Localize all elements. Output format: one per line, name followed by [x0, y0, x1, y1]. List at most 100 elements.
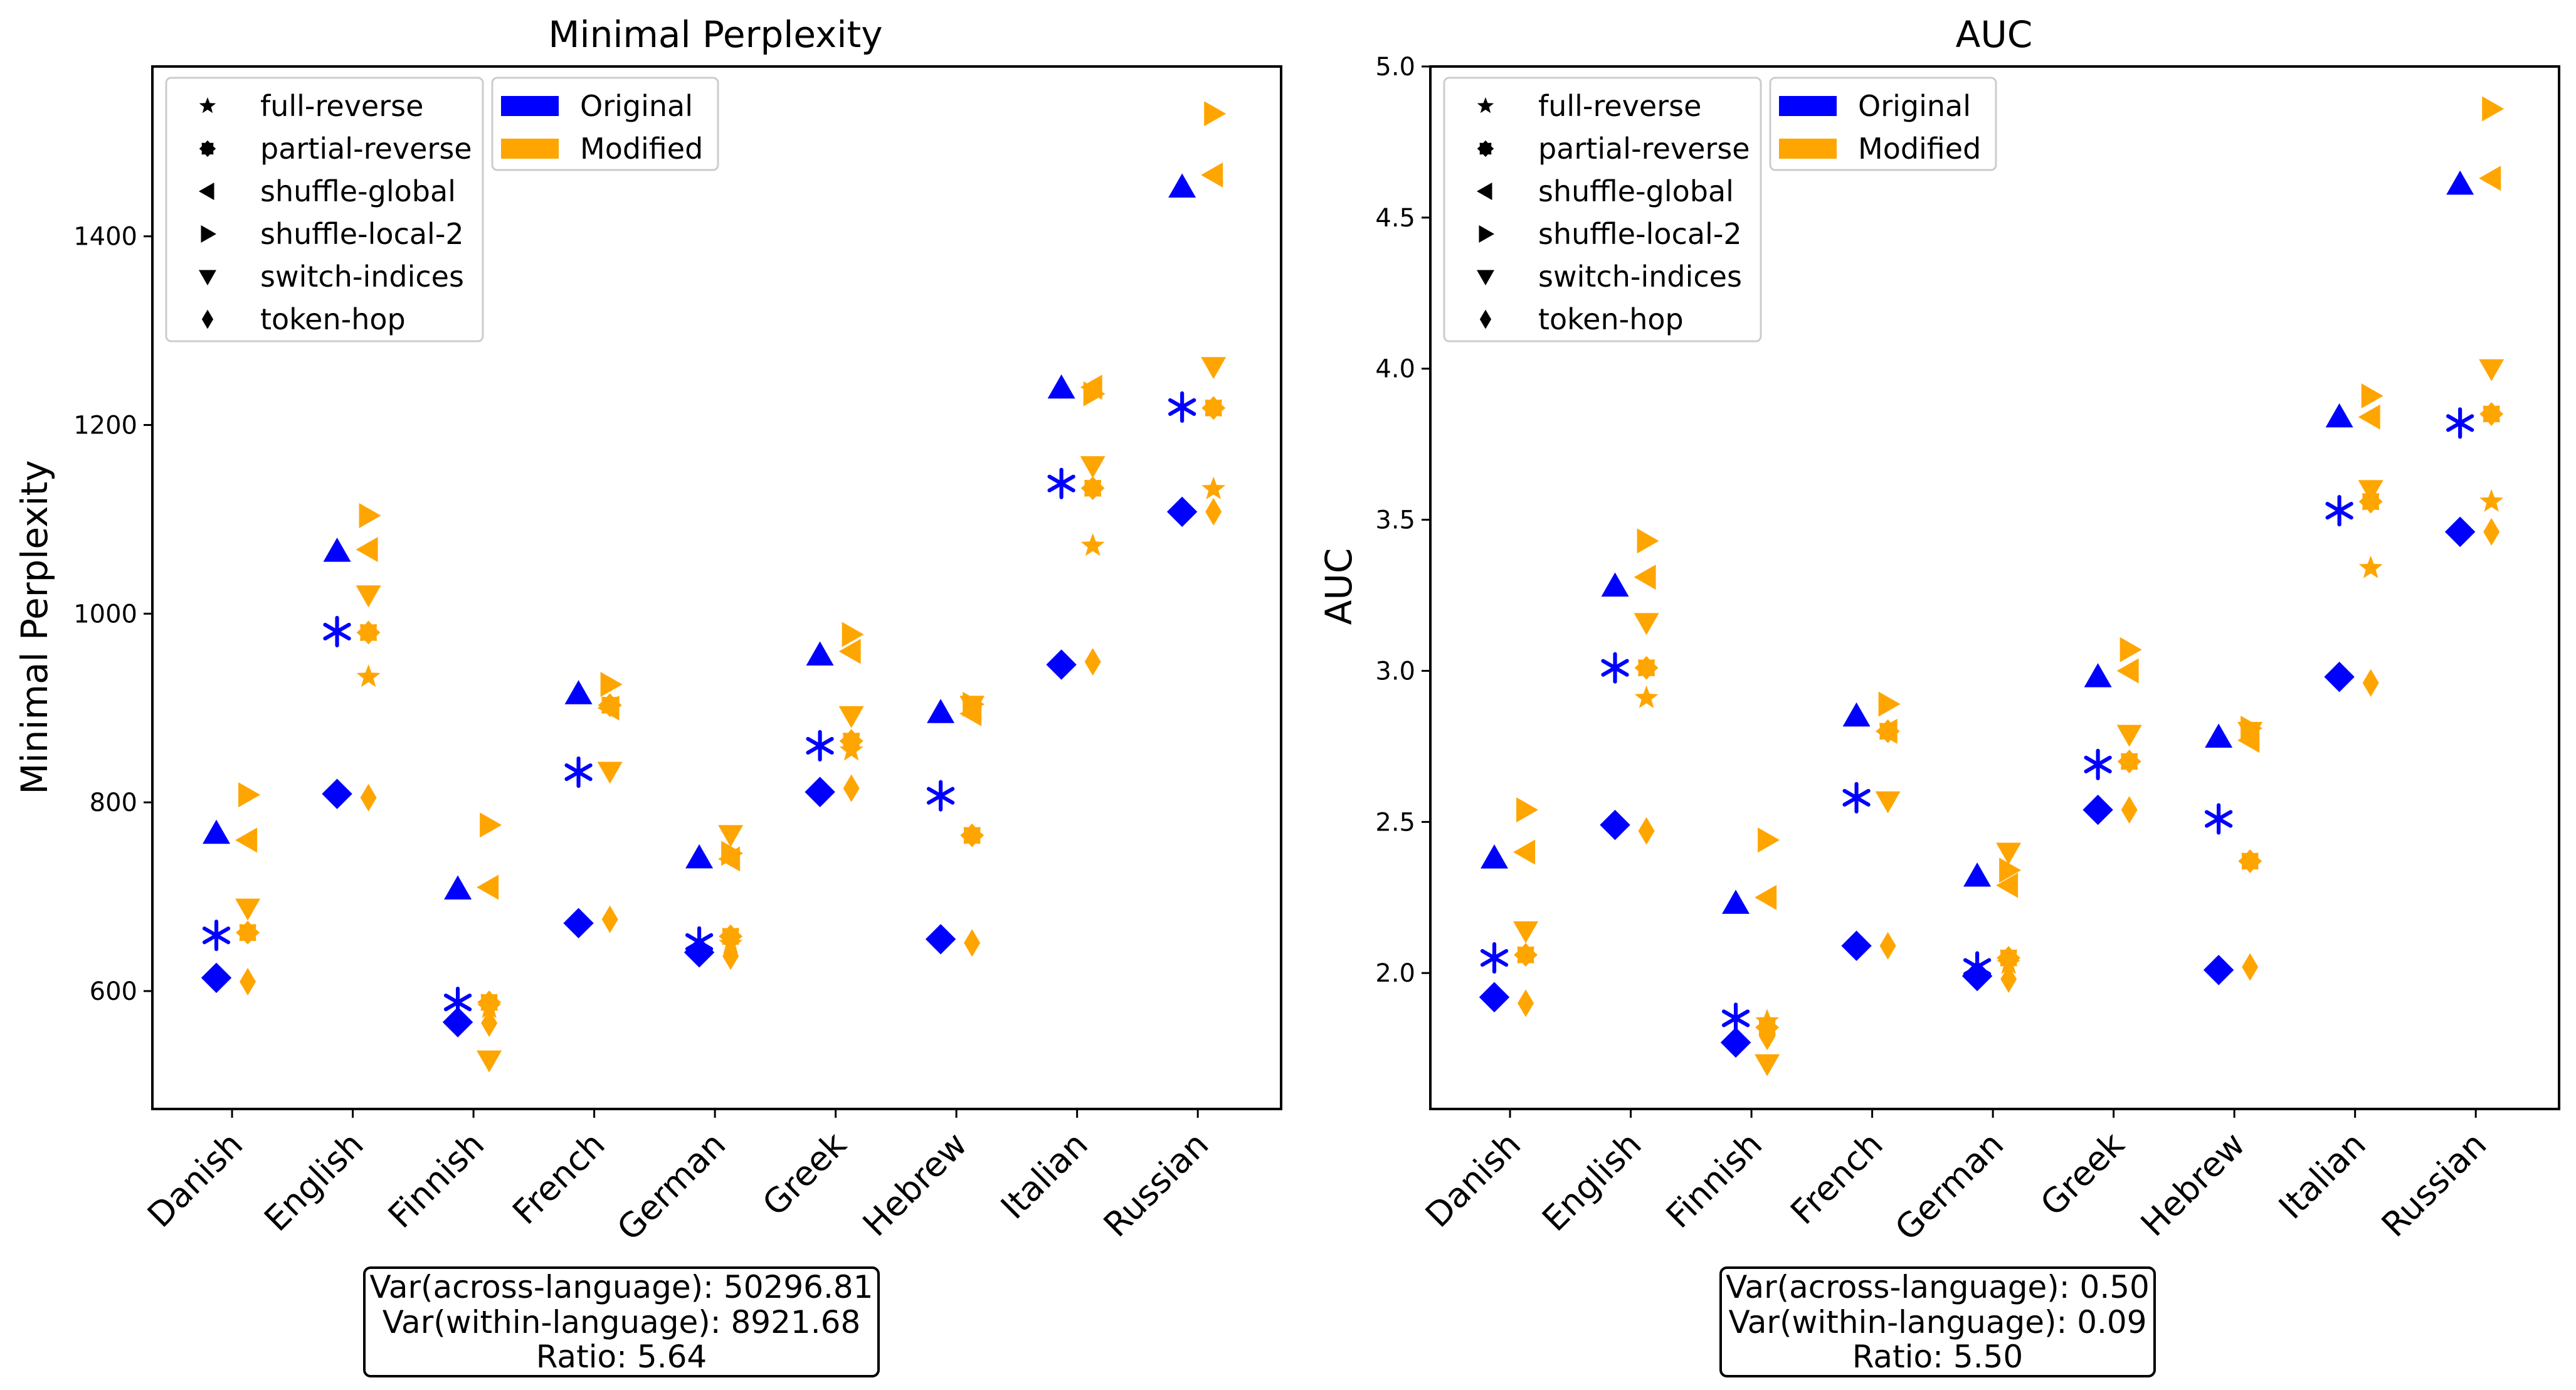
- original-reverse-point: [323, 615, 351, 648]
- modified-shuffle-local-2-point: [600, 672, 623, 698]
- modified-switch-indices-point: [718, 825, 744, 847]
- legend-label: shuffle-local-2: [260, 217, 464, 251]
- original-shuffle-point: [203, 819, 231, 844]
- legend-full-reverse-icon: [1477, 97, 1494, 114]
- modified-full-reverse-point: [2358, 555, 2383, 578]
- modified-switch-indices-point: [597, 761, 623, 784]
- original-shuffle-point: [1481, 844, 1509, 869]
- variance-annotation: Var(across-language): 50296.81 Var(withi…: [363, 1266, 880, 1377]
- modified-shuffle-local-2-point: [2119, 637, 2142, 662]
- modified-full-reverse-point: [477, 995, 502, 1019]
- x-tick-label: Greek: [755, 1124, 855, 1224]
- legend-partial-reverse-icon: [1477, 140, 1494, 157]
- chart-title: Minimal Perplexity: [548, 13, 882, 56]
- x-tick-label: French: [1783, 1125, 1890, 1232]
- legend-label: full-reverse: [1538, 89, 1701, 123]
- y-tick-label: 1200: [73, 411, 137, 440]
- modified-switch-indices-point: [959, 696, 985, 718]
- legend-partial-reverse-icon: [199, 140, 216, 157]
- y-tick-label: 5.0: [1375, 53, 1415, 82]
- modified-token-hop-point: [722, 942, 739, 970]
- modified-shuffle-local-2-point: [359, 502, 381, 528]
- x-tick-label: Finnish: [1659, 1125, 1770, 1236]
- modified-token-hop-point: [1084, 648, 1101, 676]
- y-tick-label: 3.0: [1375, 657, 1415, 686]
- y-axis-label: Minimal Perplexity: [13, 460, 56, 794]
- original-token-hop-point: [322, 778, 352, 809]
- modified-partial-reverse-point: [2238, 849, 2262, 873]
- original-shuffle-point: [323, 538, 351, 562]
- x-tick-label: Italian: [2271, 1125, 2373, 1227]
- legend-box: [1443, 77, 1762, 342]
- original-shuffle-point: [1047, 374, 1075, 399]
- original-reverse-point: [2084, 748, 2112, 780]
- modified-token-hop-point: [1638, 817, 1655, 845]
- original-token-hop-point: [1046, 649, 1077, 680]
- modified-partial-reverse-point: [356, 620, 381, 645]
- original-shuffle-point: [927, 699, 955, 723]
- legend-switch-indices-icon: [199, 270, 216, 285]
- modified-shuffle-local-2-point: [480, 812, 502, 838]
- original-shuffle-point: [806, 641, 834, 666]
- modified-partial-reverse-point: [1876, 719, 1900, 743]
- legend-token-hop-icon: [1479, 309, 1492, 329]
- legend-label: shuffle-global: [260, 174, 456, 208]
- original-reverse-point: [1480, 942, 1509, 974]
- original-shuffle-point: [1601, 572, 1629, 597]
- y-axis-ticks: 600 800 1000 1200 1400: [73, 223, 152, 1006]
- modified-shuffle-global-point: [1996, 873, 2019, 898]
- modified-switch-indices-point: [1201, 357, 1227, 379]
- original-token-hop-point: [442, 1007, 473, 1037]
- modified-switch-indices-point: [1755, 1054, 1780, 1076]
- y-tick-label: 800: [90, 788, 137, 817]
- original-reverse-point: [1168, 391, 1196, 423]
- modified-shuffle-global-point: [718, 846, 741, 872]
- original-token-hop-point: [2324, 661, 2355, 692]
- modified-switch-indices-point: [838, 706, 864, 728]
- legend-label: partial-reverse: [260, 132, 472, 166]
- modified-shuffle-local-2-point: [2361, 383, 2383, 409]
- legend-label: switch-indices: [260, 260, 464, 294]
- plot-frame: [1429, 65, 2560, 1110]
- modified-full-reverse-point: [1634, 685, 1659, 708]
- x-tick-label: German: [1887, 1125, 2011, 1248]
- modified-shuffle-local-2-point: [842, 622, 864, 647]
- annotation-across: Var(across-language): 0.50: [1726, 1269, 2150, 1305]
- modified-shuffle-global-point: [356, 537, 378, 563]
- original-token-hop-point: [2444, 516, 2476, 548]
- modified-partial-reverse-point: [1514, 943, 1538, 967]
- modified-shuffle-global-point: [477, 874, 499, 900]
- original-shuffle-point: [2084, 663, 2112, 687]
- legend-label: token-hop: [260, 302, 406, 336]
- panel-auc: AUC AUC 2.0 2.5 3.0 3.5 4.0 4.5 5.0 Danish Engl…: [1317, 13, 2560, 1377]
- original-reverse-point: [2204, 803, 2233, 835]
- modified-shuffle-global-point: [2116, 658, 2139, 684]
- chart-title: AUC: [1956, 13, 2033, 56]
- modified-switch-indices-point: [2116, 724, 2142, 747]
- modified-shuffle-global-point: [2358, 404, 2380, 430]
- legend-color: Original Modified: [1769, 77, 1997, 171]
- y-tick-label: 2.0: [1375, 959, 1415, 988]
- y-tick-label: 600: [90, 977, 137, 1006]
- modified-shuffle-local-2-point: [238, 782, 261, 808]
- original-token-hop-point: [2203, 955, 2234, 985]
- modified-token-hop-point: [1205, 497, 1222, 526]
- annotation-across: Var(across-language): 50296.81: [370, 1269, 874, 1305]
- modified-token-hop-point: [2362, 669, 2379, 697]
- original-shuffle-point: [1963, 862, 1992, 887]
- x-tick-label: German: [610, 1125, 733, 1248]
- x-tick-label: English: [1534, 1125, 1649, 1239]
- modified-switch-indices-point: [2479, 359, 2505, 381]
- modified-switch-indices-point: [1634, 613, 1659, 635]
- modified-switch-indices-point: [1996, 842, 2022, 865]
- y-tick-label: 4.0: [1375, 355, 1415, 384]
- modified-partial-reverse-point: [2117, 750, 2141, 773]
- original-shuffle-point: [685, 844, 714, 869]
- annotation-ratio: Ratio: 5.50: [1852, 1339, 2023, 1375]
- legend-label: shuffle-global: [1538, 174, 1734, 208]
- modified-token-hop-point: [843, 774, 860, 802]
- modified-full-reverse-point: [839, 738, 863, 761]
- original-shuffle-point: [1722, 889, 1750, 914]
